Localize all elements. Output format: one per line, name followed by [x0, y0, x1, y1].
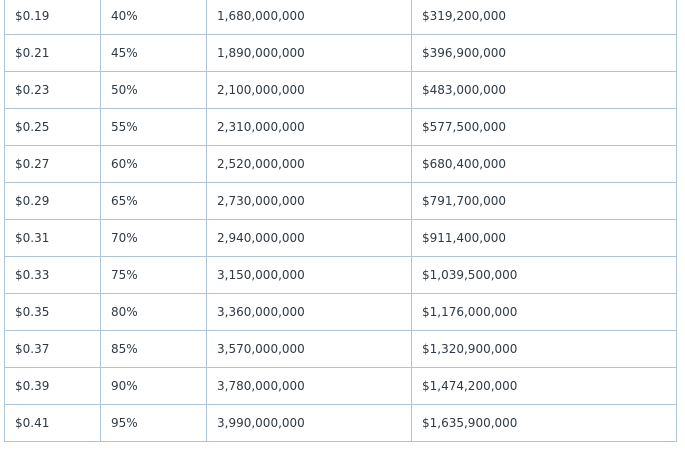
table-row: $0.21 45% 1,890,000,000 $396,900,000: [4, 34, 677, 72]
table-cell: $911,400,000: [411, 219, 677, 257]
table-row: $0.37 85% 3,570,000,000 $1,320,900,000: [4, 330, 677, 368]
table-cell: $0.25: [4, 108, 101, 146]
table-cell: 70%: [100, 219, 207, 257]
table-cell: $1,474,200,000: [411, 367, 677, 405]
table-cell: $1,320,900,000: [411, 330, 677, 368]
table-row: $0.25 55% 2,310,000,000 $577,500,000: [4, 108, 677, 146]
table-cell: 55%: [100, 108, 207, 146]
table-cell: $0.21: [4, 34, 101, 72]
table-cell: 40%: [100, 0, 207, 35]
table-cell: $0.35: [4, 293, 101, 331]
table-cell: $1,039,500,000: [411, 256, 677, 294]
table-cell: 60%: [100, 145, 207, 183]
table-cell: 2,940,000,000: [206, 219, 412, 257]
table-cell: 90%: [100, 367, 207, 405]
table-row: $0.35 80% 3,360,000,000 $1,176,000,000: [4, 293, 677, 331]
table-cell: 65%: [100, 182, 207, 220]
table-row: $0.31 70% 2,940,000,000 $911,400,000: [4, 219, 677, 257]
table-row: $0.39 90% 3,780,000,000 $1,474,200,000: [4, 367, 677, 405]
table-row: $0.33 75% 3,150,000,000 $1,039,500,000: [4, 256, 677, 294]
table-cell: $0.27: [4, 145, 101, 183]
table-row: $0.41 95% 3,990,000,000 $1,635,900,000: [4, 404, 677, 442]
table-cell: $0.33: [4, 256, 101, 294]
table-cell: 85%: [100, 330, 207, 368]
table-cell: 2,100,000,000: [206, 71, 412, 109]
table-cell: 80%: [100, 293, 207, 331]
table-cell: $483,000,000: [411, 71, 677, 109]
data-table: $0.19 40% 1,680,000,000 $319,200,000 $0.…: [4, 0, 677, 442]
table-cell: 3,570,000,000: [206, 330, 412, 368]
table-cell: 75%: [100, 256, 207, 294]
table-cell: $577,500,000: [411, 108, 677, 146]
table-cell: $0.39: [4, 367, 101, 405]
table-cell: $0.37: [4, 330, 101, 368]
table-cell: 3,780,000,000: [206, 367, 412, 405]
table-cell: 3,150,000,000: [206, 256, 412, 294]
table-cell: 45%: [100, 34, 207, 72]
table-cell: $1,635,900,000: [411, 404, 677, 442]
table-cell: $0.29: [4, 182, 101, 220]
table-row: $0.19 40% 1,680,000,000 $319,200,000: [4, 0, 677, 35]
table-cell: 2,520,000,000: [206, 145, 412, 183]
table-cell: 95%: [100, 404, 207, 442]
table-cell: 3,360,000,000: [206, 293, 412, 331]
table-cell: $680,400,000: [411, 145, 677, 183]
data-table-container: $0.19 40% 1,680,000,000 $319,200,000 $0.…: [4, 0, 677, 442]
table-row: $0.23 50% 2,100,000,000 $483,000,000: [4, 71, 677, 109]
table-cell: 50%: [100, 71, 207, 109]
table-cell: $0.19: [4, 0, 101, 35]
table-row: $0.27 60% 2,520,000,000 $680,400,000: [4, 145, 677, 183]
table-cell: $319,200,000: [411, 0, 677, 35]
table-cell: $0.23: [4, 71, 101, 109]
table-cell: $1,176,000,000: [411, 293, 677, 331]
table-cell: 1,680,000,000: [206, 0, 412, 35]
table-cell: $791,700,000: [411, 182, 677, 220]
table-cell: $0.31: [4, 219, 101, 257]
table-cell: 1,890,000,000: [206, 34, 412, 72]
table-cell: $396,900,000: [411, 34, 677, 72]
table-cell: 2,730,000,000: [206, 182, 412, 220]
table-cell: $0.41: [4, 404, 101, 442]
table-cell: 2,310,000,000: [206, 108, 412, 146]
table-row: $0.29 65% 2,730,000,000 $791,700,000: [4, 182, 677, 220]
table-cell: 3,990,000,000: [206, 404, 412, 442]
